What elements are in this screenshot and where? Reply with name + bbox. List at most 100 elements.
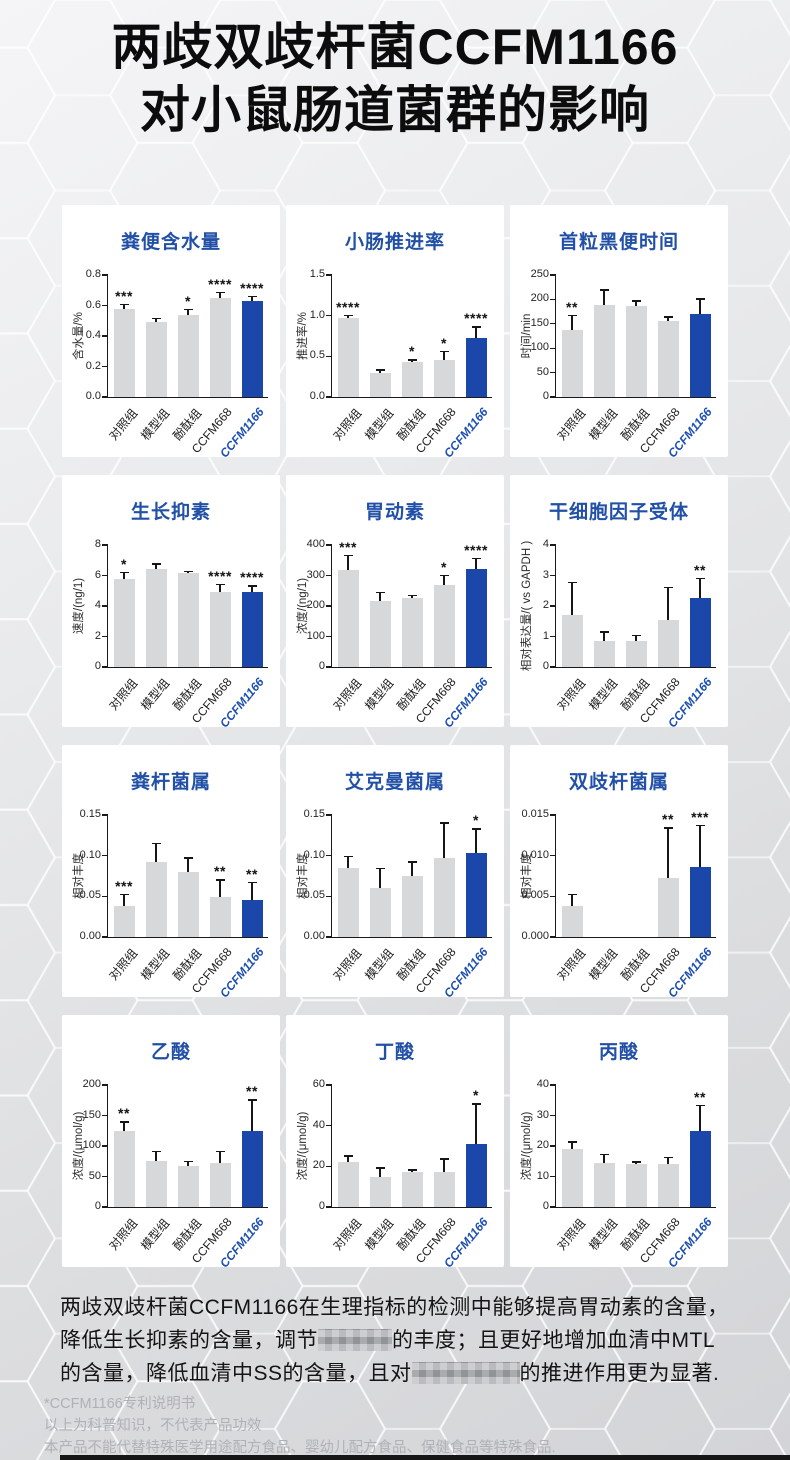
error-bar-cap [247,295,257,298]
error-bar-cap [407,1169,417,1171]
y-tick-mark [550,1175,556,1178]
error-bar-cap [375,867,385,870]
y-tick-label: 20 [312,1159,325,1172]
y-tick-mark [326,314,332,317]
y-tick-label: 0 [542,1200,549,1212]
bar-CCFM1166 [689,314,711,397]
bar-对照组 [561,1149,583,1207]
error-bar [667,827,669,879]
error-bar [347,1155,349,1163]
error-bar-cap [215,879,225,881]
y-axis-title: 相对丰度 [73,853,85,899]
error-bar-cap [343,855,353,858]
bar-slot [140,815,172,937]
error-bar-cap [695,1104,705,1107]
bar-酚酞组 [177,1165,199,1207]
y-tick-label: 0.2 [85,359,101,372]
bar-模型组 [369,372,391,397]
y-tick-label: 1 [542,629,549,642]
y-tick-label: 0.5 [309,349,325,362]
error-bar-cap [375,591,385,594]
bar-CCFM1166 [465,337,487,397]
y-tick-mark [102,304,108,307]
error-bar-cap [663,316,673,318]
bar-对照组 [113,308,135,397]
y-tick-mark [102,635,108,638]
y-tick-label: 0.00 [303,930,325,942]
chart-title: 丁酸 [374,1042,415,1063]
error-bar-cap [407,359,417,361]
error-bar [187,308,189,315]
bar-slot: * [460,1085,492,1207]
chart-plot-area: 含水量/% 0.0 0.2 0.4 0.6 0.8 *** 对照组 模型组 * 酚酞组 **** CCF… [73,268,268,460]
error-bar-cap [119,571,129,574]
bar-酚酞组 [177,573,199,667]
bar-酚酞组 [177,314,199,397]
bar-slot [556,545,588,667]
error-bar-cap [343,1155,353,1157]
y-tick-label: 200 [82,1078,101,1090]
y-axis-title: 时间/min [521,313,533,359]
page-title-line2: 对小鼠肠道菌群的影响 [140,82,650,138]
bar-slot: **** [332,275,364,397]
error-bar [571,581,573,616]
error-bar-cap [375,369,385,371]
chart-card-11: 丁酸 浓度/(μmol/g) 0 20 40 60 对照组 模型组 酚酞组 CCFM668 * CCF… [286,1015,504,1270]
footnote-line-1: *CCFM1166专利说明书 [44,1396,196,1412]
error-bar [443,822,445,859]
y-tick-label: 4 [94,599,101,611]
chart-title: 双歧杆菌属 [568,772,669,793]
y-tick-mark [326,666,332,668]
bar-slot [364,815,396,937]
error-bar [347,855,349,868]
error-bar-cap [407,594,417,597]
bottom-edge-strip [60,1455,790,1460]
y-tick-label: 200 [530,292,549,305]
y-tick-mark [550,936,556,938]
error-bar [475,557,477,570]
chart-plot-area: 时间/min 0 50 100 150 200 250 ** 对照组 模型组 酚酞组 CCFM668 C… [521,268,716,460]
bar-对照组 [113,906,135,937]
y-tick-mark [102,335,108,337]
bar-slot [364,1085,396,1207]
error-bar [635,300,637,306]
y-tick-label: 0.15 [79,808,101,820]
y-tick-label: 300 [306,568,325,581]
error-bar [155,1150,157,1162]
chart-title: 干细胞因子受体 [548,502,689,523]
error-bar [603,289,605,306]
error-bar [379,591,381,601]
bar-模型组 [145,862,167,937]
y-tick-mark [102,1084,108,1086]
error-bar [123,1121,125,1131]
error-bar-cap [119,303,129,306]
y-tick-mark [102,605,108,607]
bar-slot: ** [204,815,236,937]
error-bar [443,1158,445,1173]
bar-slot [332,815,364,937]
bar-模型组 [145,568,167,667]
significance-stars: ** [214,863,226,880]
bar-slot [652,545,684,667]
bar-模型组 [369,888,391,937]
bar-slot [428,815,460,937]
chart-plot-area: 速度/(ng/1) 0 2 4 6 8 * 对照组 模型组 酚酞组 **** CCFM668 **** C… [73,538,268,730]
error-bar [411,594,413,599]
error-bar [667,586,669,620]
y-tick-mark [550,666,556,668]
significance-stars: ** [566,298,578,315]
bar-CCFM1166 [465,1143,487,1207]
y-tick-label: 50 [536,365,549,378]
y-tick-mark [550,274,556,276]
bar-对照组 [337,1162,359,1207]
bar-模型组 [145,1161,167,1207]
significance-stars: ** [246,1083,258,1100]
error-bar-cap [663,1156,673,1159]
bar-CCFM1166 [465,853,487,937]
y-tick-label: 20 [536,1139,549,1151]
significance-stars: **** [464,310,488,327]
error-bar-cap [567,581,577,584]
significance-stars: * [409,343,415,360]
error-bar [699,577,701,598]
y-tick-mark [326,574,332,577]
